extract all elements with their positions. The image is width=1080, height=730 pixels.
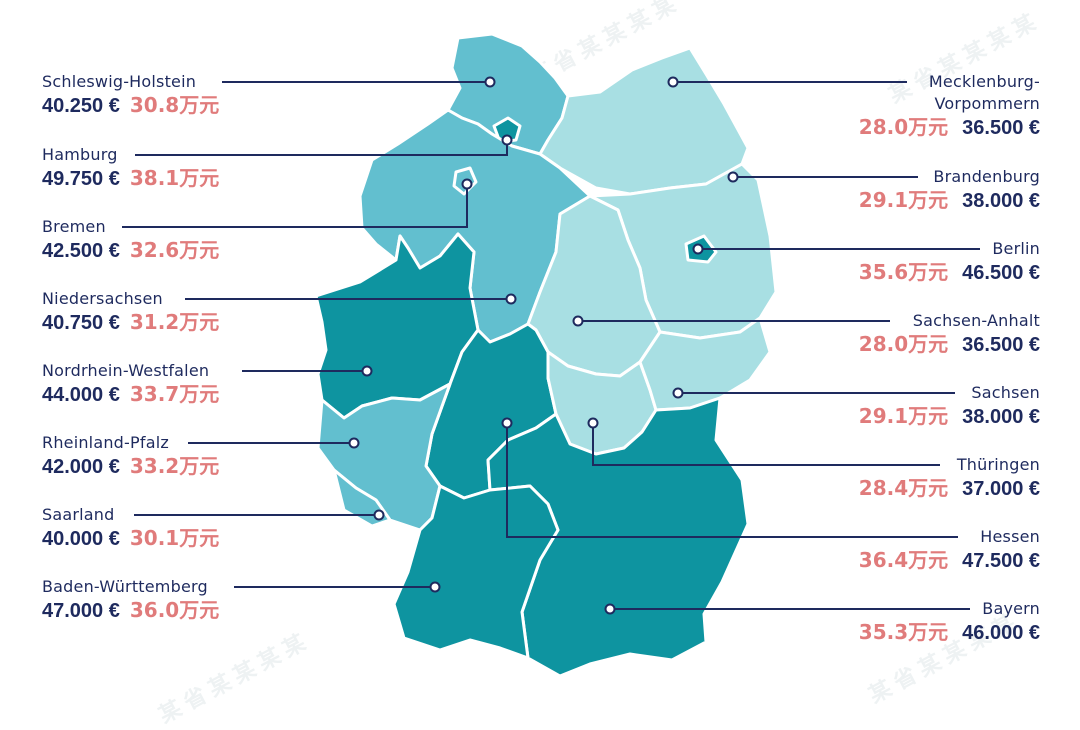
marker-dot-saarland: [373, 509, 385, 521]
marker-dot-schleswig-holstein: [484, 76, 496, 88]
state-name: Hamburg: [42, 145, 118, 164]
marker-dot-sachsen: [672, 387, 684, 399]
salary-eur: 49.750 €: [42, 168, 120, 190]
label-thueringen: Thüringen 28.4万元 37.000 €: [859, 455, 1040, 504]
state-regions: [314, 32, 778, 678]
salary-eur: 46.000 €: [962, 622, 1040, 644]
state-name: Thüringen: [956, 455, 1040, 474]
label-sachsen: Sachsen 29.1万元 38.000 €: [859, 383, 1040, 432]
state-name: Bayern: [982, 599, 1040, 618]
salary-eur: 38.000 €: [962, 190, 1040, 212]
state-name: Rheinland-Pfalz: [42, 433, 169, 452]
label-niedersachsen: Niedersachsen 40.750 € 31.2万元: [42, 289, 219, 338]
label-berlin: Berlin 35.6万元 46.500 €: [859, 239, 1040, 288]
salary-cny: 33.2万元: [129, 454, 220, 478]
salary-cny: 30.1万元: [129, 526, 220, 550]
region-baden-wuerttemberg[interactable]: [392, 484, 560, 660]
salary-cny: 32.6万元: [129, 238, 220, 262]
salary-eur: 47.000 €: [42, 600, 120, 622]
salary-cny: 29.1万元: [858, 188, 949, 212]
state-name: Hessen: [980, 527, 1040, 546]
leader-lines: [122, 81, 980, 610]
state-name: Sachsen-Anhalt: [912, 311, 1040, 330]
salary-cny: 35.3万元: [858, 620, 949, 644]
state-name: Niedersachsen: [42, 289, 163, 308]
marker-dot-rheinland-pfalz: [348, 437, 360, 449]
salary-cny: 36.0万元: [129, 598, 220, 622]
salary-cny: 28.4万元: [858, 476, 949, 500]
leader-line-bremen: [122, 184, 468, 228]
state-name: Baden-Württemberg: [42, 577, 208, 596]
region-sachsen[interactable]: [638, 316, 772, 412]
salary-eur: 36.500 €: [962, 117, 1040, 139]
state-name-line2: Vorpommern: [934, 94, 1040, 113]
salary-cny: 29.1万元: [858, 404, 949, 428]
salary-eur: 37.000 €: [962, 478, 1040, 500]
salary-cny: 35.6万元: [858, 260, 949, 284]
state-name: Brandenburg: [933, 167, 1040, 186]
leader-line-hessen: [506, 423, 958, 538]
salary-cny: 28.0万元: [858, 115, 949, 139]
label-bayern: Bayern 35.3万元 46.000 €: [859, 599, 1040, 648]
marker-dot-niedersachsen: [505, 293, 517, 305]
leader-line-thueringen: [592, 423, 940, 466]
salary-eur: 36.500 €: [962, 334, 1040, 356]
state-name: Schleswig-Holstein: [42, 72, 197, 91]
salary-eur: 38.000 €: [962, 406, 1040, 428]
marker-dot-thueringen: [587, 417, 599, 429]
marker-dot-bayern: [604, 603, 616, 615]
salary-cny: 30.8万元: [129, 93, 220, 117]
marker-dot-hamburg: [501, 134, 513, 146]
marker-dot-nordrhein-westfalen: [361, 365, 373, 377]
marker-dots: [348, 76, 739, 615]
label-rheinland-pfalz: Rheinland-Pfalz 42.000 € 33.2万元: [42, 433, 219, 482]
label-saarland: Saarland 40.000 € 30.1万元: [42, 505, 219, 554]
salary-cny: 33.7万元: [129, 382, 220, 406]
label-nordrhein-westfalen: Nordrhein-Westfalen 44.000 € 33.7万元: [42, 361, 219, 410]
salary-eur: 47.500 €: [962, 550, 1040, 572]
label-hamburg: Hamburg 49.750 € 38.1万元: [42, 145, 219, 194]
salary-cny: 31.2万元: [129, 310, 220, 334]
marker-dot-hessen: [501, 417, 513, 429]
label-bremen: Bremen 42.500 € 32.6万元: [42, 217, 219, 266]
germany-map: [122, 32, 980, 678]
salary-eur: 44.000 €: [42, 384, 120, 406]
marker-dot-berlin: [692, 243, 704, 255]
region-mecklenburg-vorpommern[interactable]: [538, 46, 750, 196]
salary-eur: 40.250 €: [42, 95, 120, 117]
state-name: Berlin: [992, 239, 1040, 258]
marker-dot-brandenburg: [727, 171, 739, 183]
salary-eur: 42.000 €: [42, 456, 120, 478]
salary-cny: 28.0万元: [858, 332, 949, 356]
salary-eur: 46.500 €: [962, 262, 1040, 284]
salary-eur: 40.750 €: [42, 312, 120, 334]
label-schleswig-holstein: Schleswig-Holstein 40.250 € 30.8万元: [42, 72, 219, 121]
label-brandenburg: Brandenburg 29.1万元 38.000 €: [859, 167, 1040, 216]
salary-eur: 40.000 €: [42, 528, 120, 550]
label-mecklenburg-vorpommern: Mecklenburg- Vorpommern 28.0万元 36.500 €: [859, 72, 1040, 143]
marker-dot-mecklenburg-vorpommern: [667, 76, 679, 88]
marker-dot-bremen: [461, 178, 473, 190]
salary-cny: 36.4万元: [858, 548, 949, 572]
marker-dot-sachsen-anhalt: [572, 315, 584, 327]
state-name: Mecklenburg-: [928, 72, 1040, 91]
state-name: Bremen: [42, 217, 106, 236]
label-baden-wuerttemberg: Baden-Württemberg 47.000 € 36.0万元: [42, 577, 219, 626]
salary-cny: 38.1万元: [129, 166, 220, 190]
salary-eur: 42.500 €: [42, 240, 120, 262]
label-sachsen-anhalt: Sachsen-Anhalt 28.0万元 36.500 €: [859, 311, 1040, 360]
state-name: Nordrhein-Westfalen: [42, 361, 210, 380]
state-name: Sachsen: [971, 383, 1040, 402]
label-hessen: Hessen 36.4万元 47.500 €: [859, 527, 1040, 576]
marker-dot-baden-wuerttemberg: [429, 581, 441, 593]
state-name: Saarland: [42, 505, 115, 524]
